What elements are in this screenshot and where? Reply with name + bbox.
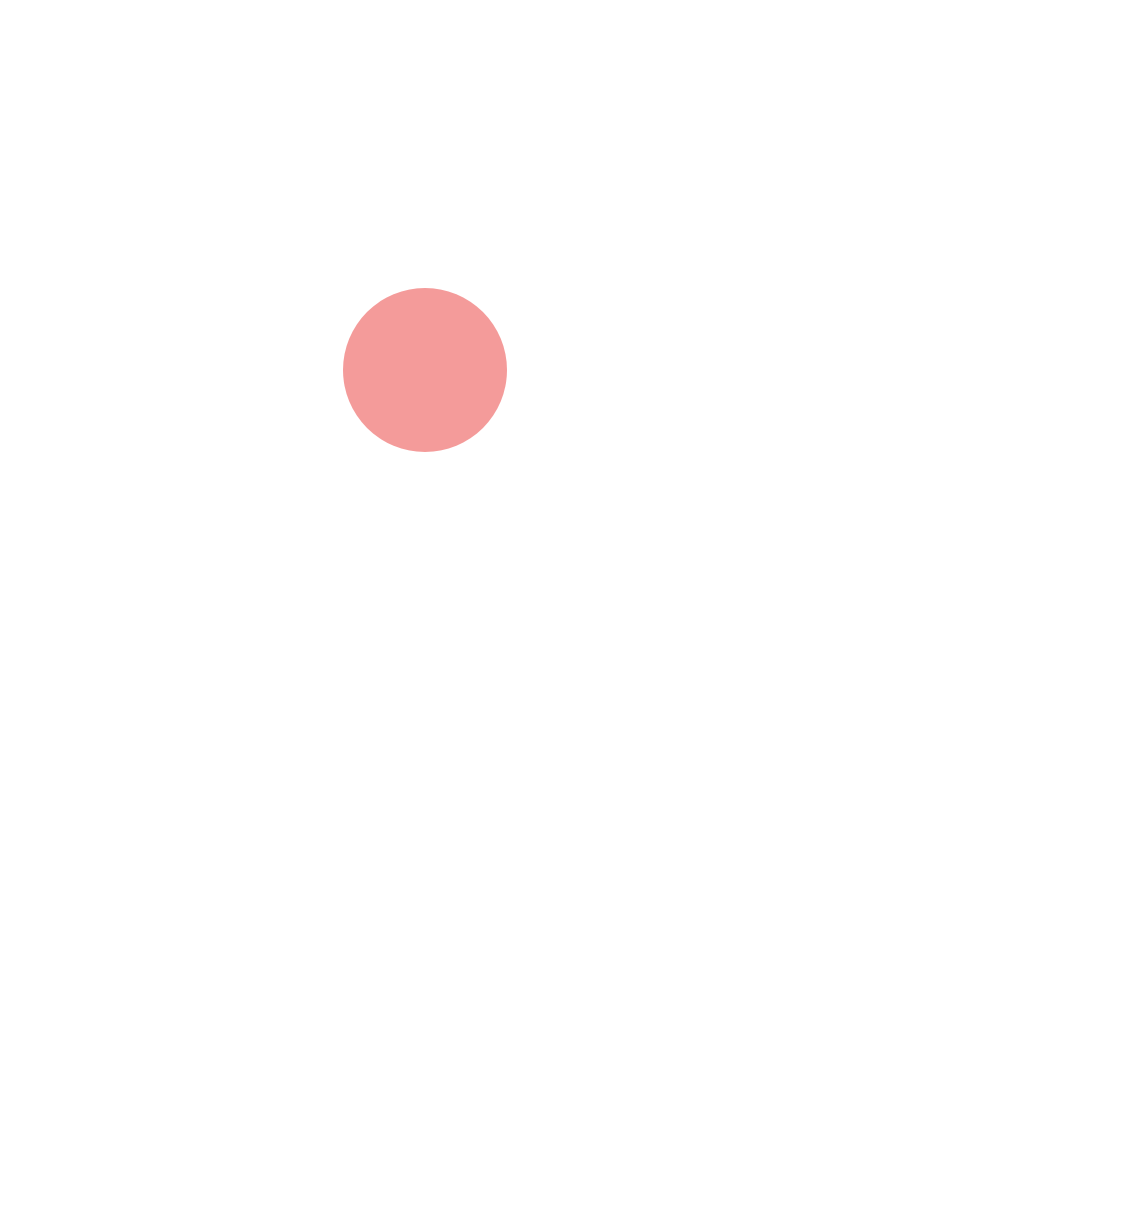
pink-circle bbox=[343, 288, 507, 452]
